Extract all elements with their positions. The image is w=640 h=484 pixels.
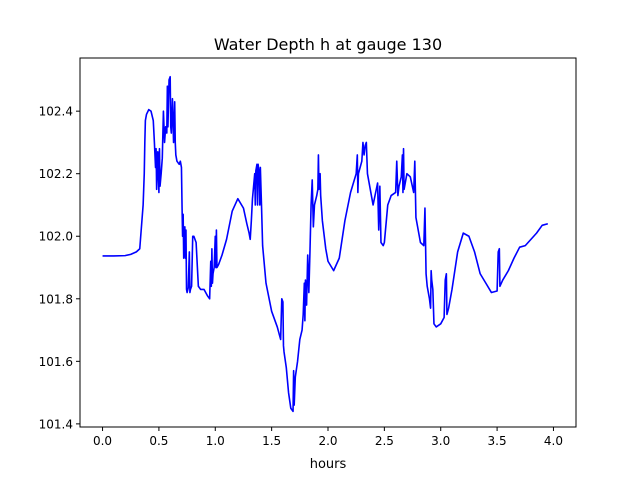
- x-tick-label: 0.0: [93, 434, 112, 448]
- x-tick-label: 1.0: [206, 434, 225, 448]
- y-tick-label: 102.4: [39, 105, 73, 119]
- x-axis-label: hours: [310, 457, 347, 472]
- y-tick-label: 101.4: [39, 417, 73, 431]
- y-tick-label: 101.6: [39, 355, 73, 369]
- x-tick-label: 4.0: [544, 434, 563, 448]
- x-axis: 0.0 0.5 1.0 1.5 2.0 2.5 3.0 3.5 4.0: [93, 427, 563, 448]
- y-tick-label: 102.0: [39, 230, 73, 244]
- x-tick-label: 3.5: [488, 434, 507, 448]
- axes-frame: [79, 57, 577, 428]
- y-axis: 101.4 101.6 101.8 102.0 102.2 102.4: [39, 105, 80, 431]
- x-tick-label: 0.5: [149, 434, 168, 448]
- series-line: [102, 75, 549, 413]
- x-tick-label: 2.5: [375, 434, 394, 448]
- x-tick-label: 2.0: [318, 434, 337, 448]
- chart-title: Water Depth h at gauge 130: [214, 35, 442, 54]
- x-tick-label: 1.5: [262, 434, 281, 448]
- y-tick-label: 101.8: [39, 292, 73, 306]
- y-tick-label: 102.2: [39, 167, 73, 181]
- plot-area: [102, 75, 549, 413]
- x-tick-label: 3.0: [431, 434, 450, 448]
